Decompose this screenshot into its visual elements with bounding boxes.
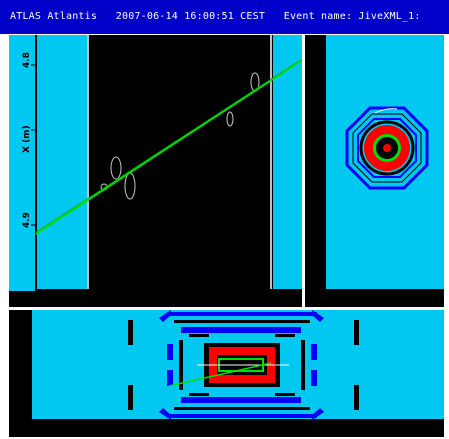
y-tick-label: 20 [312, 64, 322, 77]
hit-marker [226, 111, 234, 127]
x-tick-label: -14.1 [75, 297, 101, 307]
y-axis-label: ρ (m) [17, 327, 27, 354]
y-tick-label: 0 [312, 146, 322, 152]
y-tick-label: 0 [17, 362, 27, 368]
x-tick-label: 10 [429, 297, 442, 307]
x-tick-label: -10 [334, 297, 350, 307]
view-y-vs-x-canvas: 20 Y (m) 0 -20 -10 0 X (m) 10 [305, 35, 444, 307]
y-tick-label: 4.8 [22, 52, 32, 68]
y-tick-label: 10 [17, 314, 27, 327]
title-bar: ATLAS Atlantis 2007-06-14 16:00:51 CEST … [0, 0, 449, 34]
x-axis-label: Z (m) [172, 297, 199, 307]
view-rho-vs-z[interactable]: 10 ρ (m) 0 -10 -20 0 Z (m) 20 [9, 310, 444, 437]
y-axis-label: X (m) [22, 125, 32, 153]
x-tick-label: -20 [135, 427, 151, 437]
view-y-vs-x[interactable]: 20 Y (m) 0 -20 -10 0 X (m) 10 [305, 35, 444, 307]
track-line [35, 59, 302, 235]
event-datetime: 2007-06-14 16:00:51 CEST [115, 11, 266, 22]
muon-chamber-ring [345, 106, 429, 190]
y-axis-label: Y (m) [312, 90, 322, 118]
x-tick-label: 0 [239, 427, 245, 437]
program-name: ATLAS Atlantis [10, 11, 98, 22]
x-axis-label: Z (m) [291, 427, 318, 437]
y-tick-label: -20 [312, 239, 322, 255]
event-name: Event name: JiveXML_1: [283, 11, 421, 22]
y-tick-label: -10 [17, 396, 27, 412]
y-tick-label: 4.9 [22, 212, 32, 228]
view-rho-vs-z-canvas: 10 ρ (m) 0 -10 -20 0 Z (m) 20 [9, 310, 444, 437]
view-x-vs-z[interactable]: 4.8 X (m) 4.9 -14.1 Z (m) -13.7 [9, 35, 302, 307]
track-line [168, 362, 272, 387]
x-tick-label: -13.7 [259, 297, 285, 307]
x-tick-label: 0 [383, 297, 389, 307]
muon-barrel [167, 312, 317, 316]
hit-marker [110, 156, 122, 180]
x-tick-label: 20 [343, 427, 356, 437]
view-x-vs-z-canvas: 4.8 X (m) 4.9 -14.1 Z (m) -13.7 [9, 35, 302, 307]
pixel-detector-region [87, 35, 273, 289]
window-title: ATLAS Atlantis 2007-06-14 16:00:51 CEST … [10, 11, 421, 22]
x-axis-label: X (m) [398, 297, 426, 307]
